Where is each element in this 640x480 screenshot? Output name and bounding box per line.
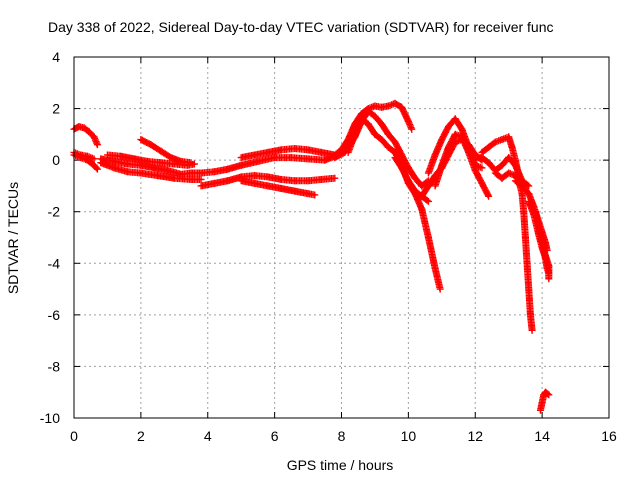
data-point-marker: [525, 182, 533, 190]
data-point-marker: [408, 125, 416, 133]
y-tick-label: -6: [48, 307, 61, 323]
x-axis-label: GPS time / hours: [287, 457, 394, 473]
x-tick-label: 8: [338, 428, 346, 444]
series-track-20: [491, 169, 536, 334]
y-axis-label: SDTVAR / TECUs: [5, 182, 21, 294]
y-tick-label: 4: [52, 49, 60, 65]
data-points: [70, 99, 553, 414]
data-point-marker: [311, 191, 319, 199]
data-point-marker: [92, 164, 100, 172]
plot-frame: [73, 56, 610, 419]
data-point-marker: [93, 165, 101, 173]
data-point-marker: [523, 181, 531, 189]
x-tick-label: 12: [467, 428, 483, 444]
x-tick-label: 6: [271, 428, 279, 444]
data-point-marker: [190, 160, 198, 168]
chart-title: Day 338 of 2022, Sidereal Day-to-day VTE…: [48, 19, 554, 35]
y-tick-label: 0: [52, 152, 60, 168]
series-track-23: [531, 208, 553, 283]
series-track-1: [70, 123, 101, 149]
data-point-marker: [423, 196, 431, 204]
data-point-marker: [478, 164, 486, 172]
y-tick-label: -10: [40, 410, 60, 426]
data-point-marker: [197, 175, 205, 183]
axis-ticks: 0 2 4 6 8 10 12 14 16 4 2 0 -2 -4 -6 -8 -10: [40, 49, 617, 444]
data-point-marker: [545, 275, 553, 283]
data-point-marker: [544, 390, 552, 398]
x-tick-label: 16: [601, 428, 617, 444]
data-point-marker: [545, 391, 553, 399]
data-point-marker: [528, 326, 536, 334]
series-track-8: [197, 172, 339, 190]
y-tick-label: -8: [48, 358, 61, 374]
series-track-9: [237, 177, 319, 199]
series-track-19: [478, 133, 523, 180]
data-point-marker: [187, 159, 195, 167]
y-tick-label: 2: [52, 101, 60, 117]
data-point-marker: [93, 141, 101, 149]
series-track-24: [536, 388, 553, 414]
grid-lines: [74, 57, 609, 418]
series-track-10: [237, 145, 339, 162]
x-tick-label: 2: [137, 428, 145, 444]
series-track-6: [103, 151, 198, 169]
series-track-5: [97, 151, 342, 178]
series-track-4: [97, 159, 205, 183]
data-point-marker: [90, 155, 98, 163]
data-point-marker: [424, 197, 432, 205]
series-track-17: [431, 130, 493, 200]
data-point-marker: [485, 192, 493, 200]
x-tick-label: 0: [70, 428, 78, 444]
series-track-7: [137, 136, 195, 167]
y-tick-label: -4: [48, 255, 61, 271]
x-tick-label: 14: [534, 428, 550, 444]
data-point-marker: [436, 285, 444, 293]
data-point-marker: [331, 174, 339, 182]
x-tick-label: 10: [401, 428, 417, 444]
data-point-marker: [484, 191, 492, 199]
x-tick-label: 4: [204, 428, 212, 444]
y-tick-label: -2: [48, 204, 61, 220]
